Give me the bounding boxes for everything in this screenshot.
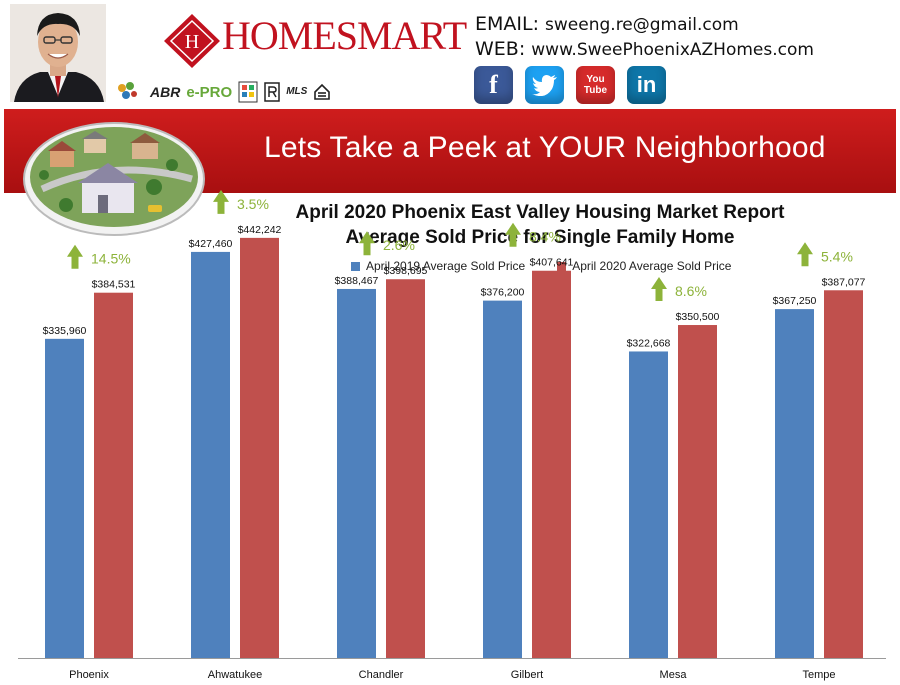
- bar-phoenix-2020: [94, 292, 133, 658]
- data-label-chandler-2019: $388,467: [335, 275, 379, 287]
- youtube-icon[interactable]: You Tube: [576, 66, 615, 104]
- legend-swatch-2020: [557, 261, 567, 271]
- growth-label-phoenix: 14.5%: [91, 251, 131, 267]
- bar-mesa-2019: [629, 351, 668, 658]
- email-link[interactable]: sweeng.re@gmail.com: [545, 15, 739, 35]
- chart-title-block: April 2020 Phoenix East Valley Housing M…: [200, 200, 880, 250]
- data-label-ahwatukee-2019: $427,460: [189, 238, 233, 250]
- certification-strip: ABR e-PRO MLS: [114, 78, 392, 106]
- bar-gilbert-2019: [483, 300, 522, 658]
- header: H HOMESMART ABR e-PRO MLS EMAIL: s: [0, 0, 900, 110]
- data-label-tempe-2019: $367,250: [773, 295, 817, 307]
- data-label-chandler-2020: $398,695: [384, 265, 428, 277]
- chart-legend: April 2019 Average Sold Price April 2020…: [351, 259, 731, 273]
- data-label-mesa-2019: $322,668: [627, 337, 671, 349]
- social-links: f t You Tube in: [474, 66, 666, 104]
- bar-chandler-2020: [386, 279, 425, 658]
- avatar: [10, 4, 106, 102]
- homesmart-logo: H: [162, 12, 347, 70]
- web-label: WEB:: [475, 38, 526, 60]
- linkedin-icon[interactable]: in: [627, 66, 666, 104]
- growth-label-ahwatukee: 3.5%: [237, 196, 269, 212]
- legend-swatch-2019: [351, 261, 360, 271]
- facebook-glyph: f: [489, 70, 498, 99]
- tick-label-phoenix: Phoenix: [69, 669, 109, 681]
- growth-arrow-icon-gilbert: [505, 222, 521, 247]
- legend-item-2019: April 2019 Average Sold Price: [351, 259, 525, 273]
- data-label-phoenix-2019: $335,960: [43, 325, 87, 337]
- tick-label-mesa: Mesa: [660, 669, 688, 681]
- data-label-tempe-2020: $387,077: [822, 276, 866, 288]
- twitter-icon[interactable]: t: [525, 66, 564, 104]
- growth-label-tempe: 5.4%: [821, 248, 853, 264]
- data-label-gilbert-2020: $407,641: [530, 257, 574, 269]
- neighborhood-illustration: [23, 122, 205, 236]
- bar-ahwatukee-2019: [191, 251, 230, 658]
- chart-title: April 2020 Phoenix East Valley Housing M…: [295, 202, 785, 223]
- growth-label-mesa: 8.6%: [675, 283, 707, 299]
- growth-arrow-icon-tempe: [797, 242, 813, 267]
- bar-tempe-2019: [775, 309, 814, 658]
- chart-subtitle: Average Sold Price for Single Family Hom…: [345, 227, 735, 248]
- email-line: EMAIL: sweeng.re@gmail.com: [475, 12, 814, 37]
- portrait-image: [10, 4, 106, 102]
- realtor-r-icon: [264, 82, 280, 102]
- data-label-phoenix-2020: $384,531: [92, 279, 136, 291]
- epro-logo: e-PRO: [186, 83, 233, 101]
- bar-mesa-2020: [678, 325, 717, 658]
- contact-block: EMAIL: sweeng.re@gmail.com WEB: www.Swee…: [475, 12, 814, 62]
- growth-arrow-icon-chandler: [359, 231, 375, 256]
- twitter-bird-icon: [531, 75, 557, 96]
- equal-housing-icon: [314, 83, 331, 100]
- bar-ahwatukee-2020: [240, 237, 279, 658]
- bar-phoenix-2019: [45, 338, 84, 658]
- homesmart-diamond-icon: H: [164, 14, 220, 68]
- website-link[interactable]: www.SweePhoenixAZHomes.com: [531, 40, 814, 60]
- data-label-mesa-2020: $350,500: [676, 311, 720, 323]
- data-label-ahwatukee-2020: $442,242: [238, 224, 282, 236]
- legend-label-2019: April 2019 Average Sold Price: [366, 259, 526, 273]
- bar-chandler-2019: [337, 288, 376, 658]
- tick-label-gilbert: Gilbert: [511, 669, 543, 681]
- mls-logo: MLS: [286, 86, 308, 97]
- growth-arrow-icon-phoenix: [67, 244, 83, 269]
- legend-label-2020: April 2020 Average Sold Price: [572, 259, 732, 273]
- brand-monogram: H: [185, 31, 199, 53]
- tick-label-chandler: Chandler: [359, 669, 404, 681]
- web-line: WEB: www.SweePhoenixAZHomes.com: [475, 37, 814, 62]
- abr-logo: ABR: [150, 84, 181, 100]
- bar-gilbert-2020: [532, 270, 571, 658]
- legend-item-2020: April 2020 Average Sold Price: [557, 259, 731, 273]
- facebook-icon[interactable]: f: [474, 66, 513, 104]
- growth-label-chandler: 2.6%: [383, 237, 415, 253]
- linkedin-glyph: in: [636, 72, 657, 97]
- tick-label-tempe: Tempe: [802, 669, 835, 681]
- email-label: EMAIL:: [475, 13, 539, 35]
- growth-label-gilbert: 8.4%: [529, 229, 561, 245]
- brand-name: HOMESMART: [222, 13, 467, 58]
- banner-text: Lets Take a Peek at YOUR Neighborhood: [264, 131, 826, 164]
- youtube-glyph: You Tube: [583, 74, 608, 96]
- data-label-gilbert-2019: $376,200: [481, 287, 525, 299]
- tick-label-ahwatukee: Ahwatukee: [208, 669, 262, 681]
- realtor-institute-icon: [118, 82, 137, 99]
- energy-icon: [238, 81, 258, 103]
- growth-arrow-icon-ahwatukee: [213, 189, 229, 214]
- bar-tempe-2020: [824, 290, 863, 658]
- growth-arrow-icon-mesa: [651, 277, 667, 302]
